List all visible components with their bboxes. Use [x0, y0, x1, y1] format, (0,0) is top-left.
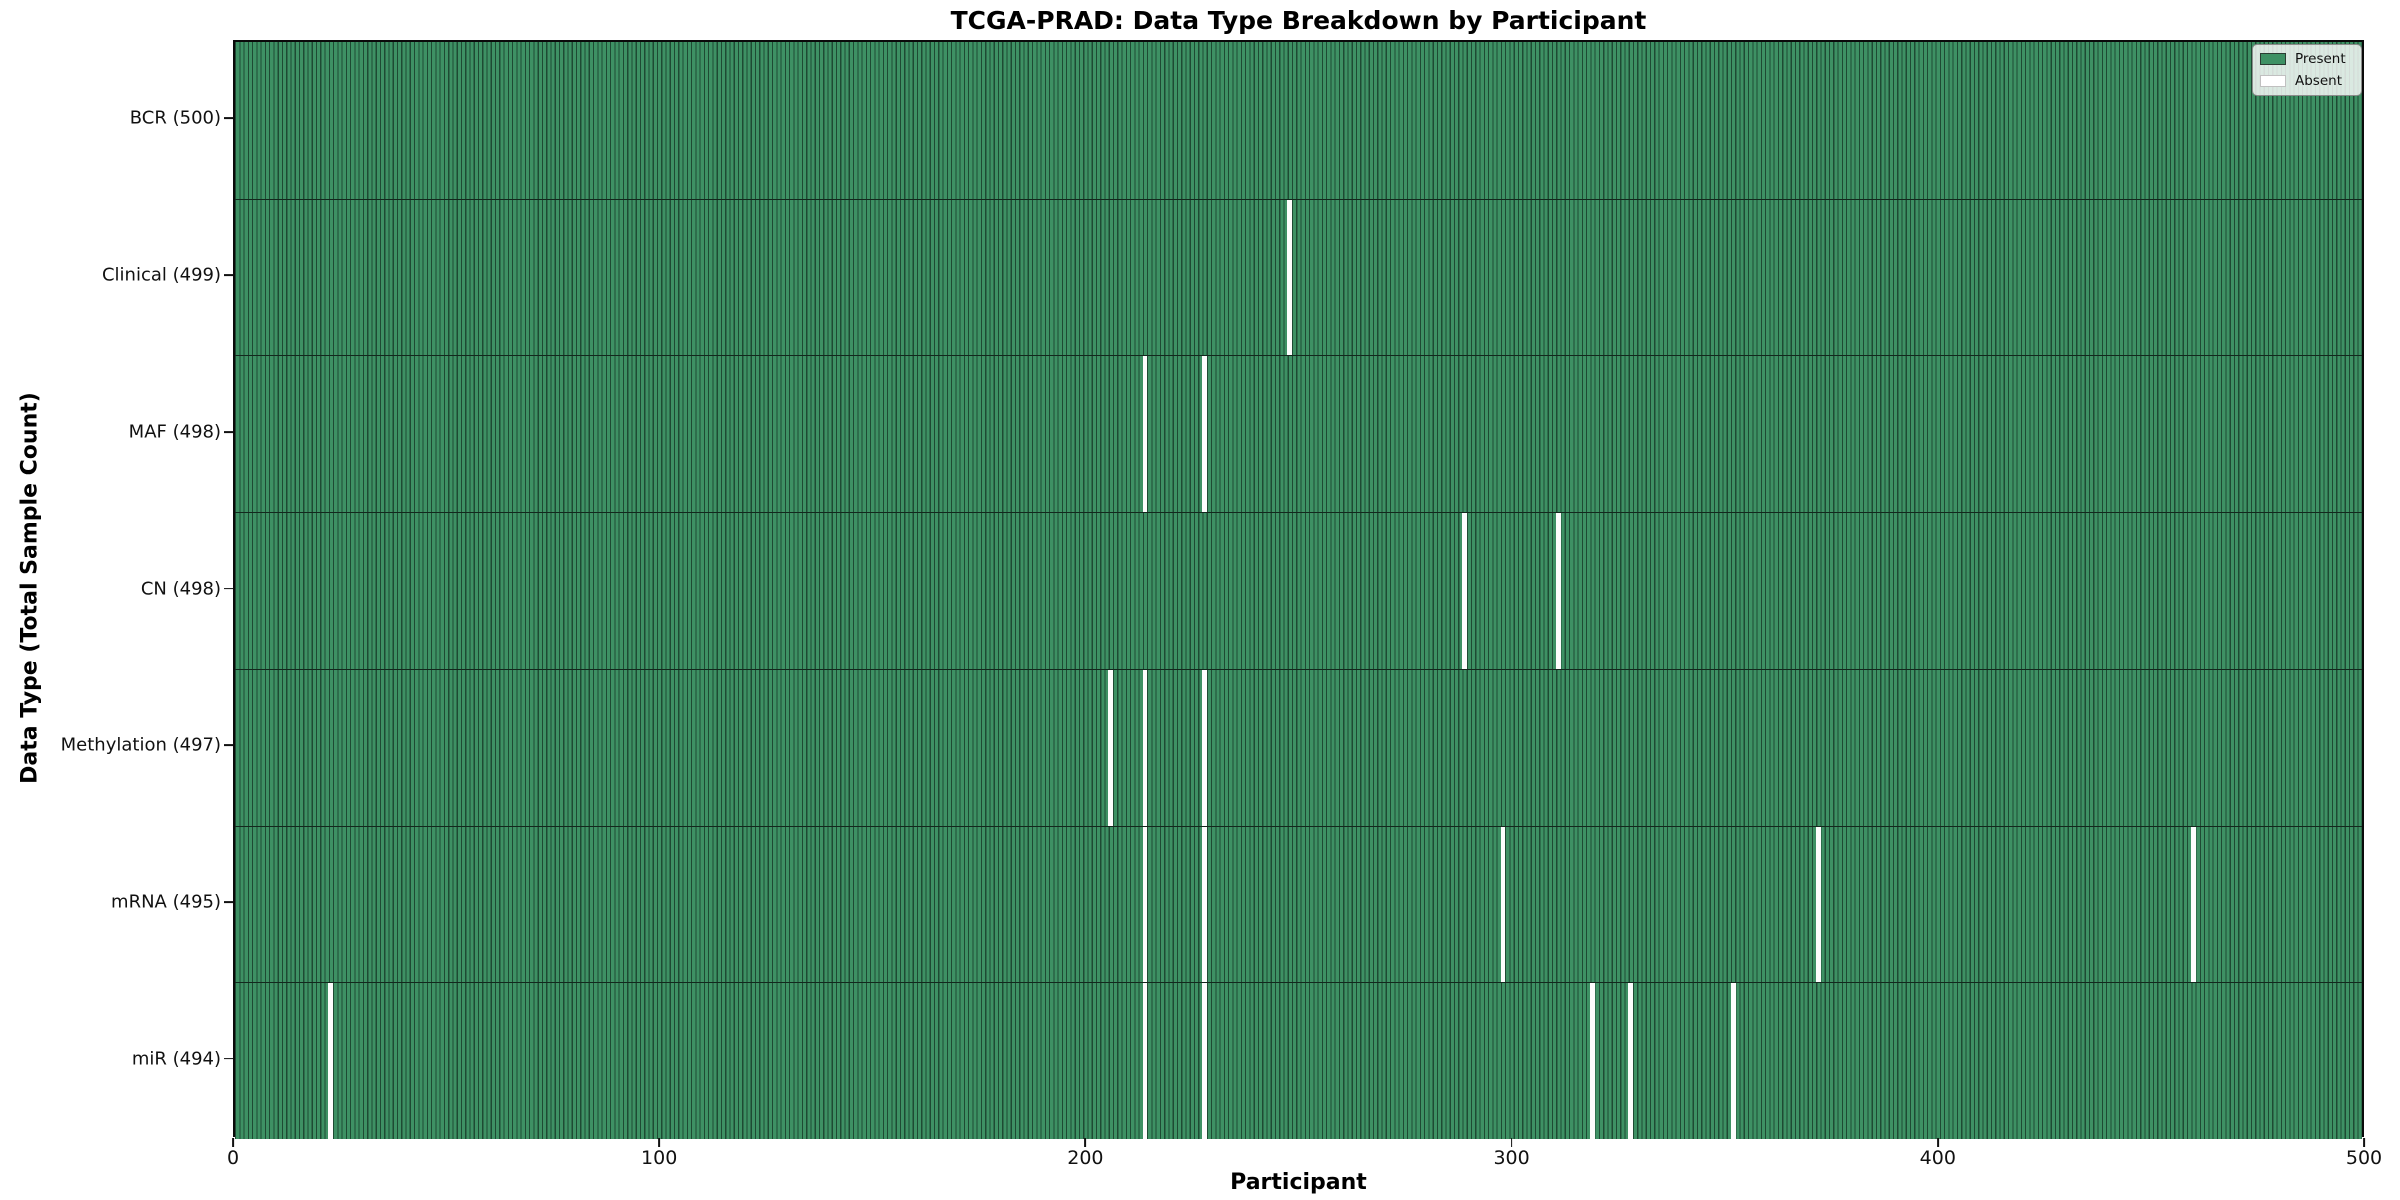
chart-title: TCGA-PRAD: Data Type Breakdown by Partic…: [950, 6, 1647, 35]
xtick-mark-400: [1936, 1138, 1939, 1147]
row-mrna: [235, 825, 2362, 983]
ytick-label-clinical: Clinical (499): [101, 264, 221, 286]
xtick-mark-300: [1510, 1138, 1513, 1147]
plot-area: [233, 40, 2364, 1139]
absent-marker-mir-351: [1730, 983, 1736, 1139]
absent-marker-cn-288: [1462, 513, 1468, 669]
ytick-mark-cn: [224, 587, 233, 590]
ytick-mark-mir: [224, 1057, 233, 1060]
xtick-label-0: 0: [226, 1147, 240, 1169]
ytick-mark-maf: [224, 430, 233, 433]
ytick-label-maf: MAF (498): [128, 421, 221, 443]
absent-marker-mrna-297: [1500, 826, 1506, 983]
absent-marker-mrna-227: [1202, 826, 1208, 983]
absent-marker-methylation-205: [1108, 669, 1114, 826]
xtick-mark-100: [658, 1138, 661, 1147]
xtick-mark-0: [232, 1138, 234, 1147]
row-bcr: [235, 42, 2362, 199]
row-methylation: [235, 668, 2362, 826]
legend-entry-present: Present: [2260, 51, 2353, 67]
row-mir: [235, 982, 2362, 1139]
xtick-label-100: 100: [641, 1147, 678, 1169]
legend-entry-absent: Absent: [2260, 73, 2353, 89]
legend: Present Absent: [2252, 44, 2362, 96]
legend-label-absent: Absent: [2295, 73, 2342, 89]
absent-marker-mir-327: [1628, 983, 1634, 1139]
ytick-label-bcr: BCR (500): [129, 107, 221, 129]
absent-marker-mrna-213: [1142, 826, 1148, 983]
ytick-label-methylation: Methylation (497): [60, 734, 221, 756]
legend-swatch-present: [2260, 53, 2286, 65]
absent-marker-mrna-371: [1815, 826, 1821, 983]
row-maf: [235, 355, 2362, 513]
xtick-label-300: 300: [1493, 1147, 1530, 1169]
legend-swatch-absent: [2260, 75, 2286, 87]
absent-marker-maf-227: [1202, 356, 1208, 513]
absent-marker-methylation-227: [1202, 669, 1208, 826]
ytick-mark-clinical: [224, 274, 233, 276]
row-cn: [235, 512, 2362, 669]
ytick-mark-methylation: [224, 744, 233, 747]
ytick-mark-mrna: [224, 900, 233, 903]
absent-marker-clinical-247: [1287, 199, 1293, 356]
ytick-label-mrna: mRNA (495): [111, 891, 221, 913]
absent-marker-mir-22: [328, 983, 334, 1139]
absent-marker-mir-227: [1202, 983, 1208, 1139]
absent-marker-mrna-459: [2190, 826, 2196, 983]
absent-marker-mir-213: [1142, 983, 1148, 1139]
row-clinical: [235, 198, 2362, 356]
xtick-mark-500: [2363, 1138, 2365, 1147]
xtick-mark-200: [1084, 1138, 1087, 1147]
absent-marker-mir-318: [1590, 983, 1595, 1139]
x-axis-title: Participant: [1230, 1170, 1367, 1195]
absent-marker-methylation-213: [1142, 669, 1148, 826]
xtick-label-400: 400: [1919, 1147, 1956, 1169]
ytick-mark-bcr: [224, 117, 233, 120]
legend-label-present: Present: [2295, 51, 2346, 67]
xtick-label-500: 500: [2345, 1147, 2383, 1169]
ytick-label-mir: miR (494): [131, 1048, 221, 1070]
absent-marker-maf-213: [1142, 356, 1148, 513]
xtick-label-200: 200: [1067, 1147, 1104, 1169]
ytick-label-cn: CN (498): [140, 578, 221, 599]
absent-marker-cn-310: [1555, 513, 1561, 669]
